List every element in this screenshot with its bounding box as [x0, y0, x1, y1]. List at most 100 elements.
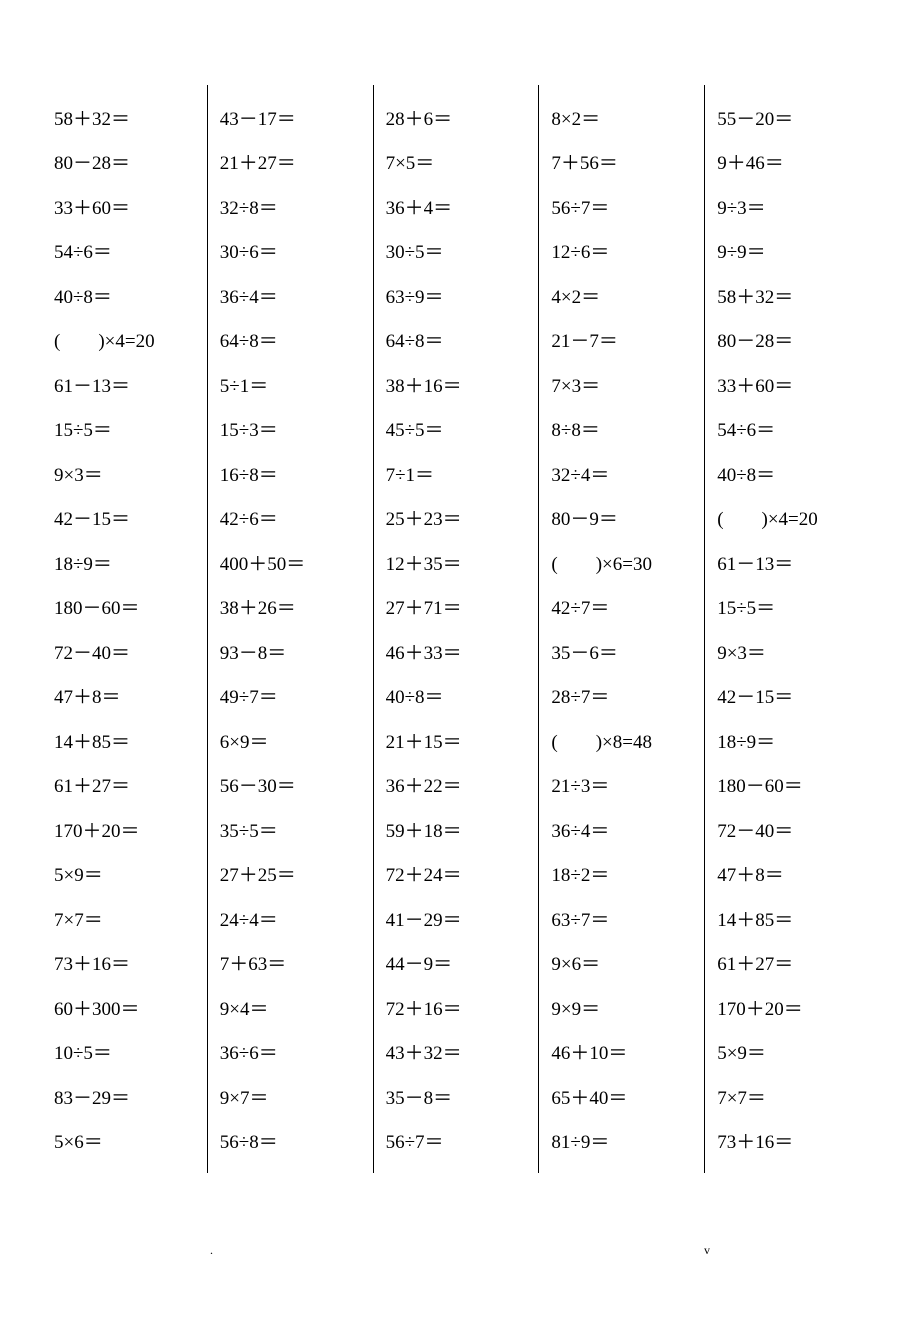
- math-problem: 9×7＝: [220, 1074, 373, 1119]
- math-problem: 56÷7＝: [386, 1119, 539, 1164]
- math-problem: 46＋10＝: [551, 1030, 704, 1075]
- math-problem: 5×9＝: [717, 1030, 870, 1075]
- math-problem: 56÷8＝: [220, 1119, 373, 1164]
- math-problem: 27＋71＝: [386, 585, 539, 630]
- math-problem: 61－13＝: [54, 362, 207, 407]
- math-problem: 35－6＝: [551, 629, 704, 674]
- math-problem: 38＋26＝: [220, 585, 373, 630]
- math-problem: 72－40＝: [54, 629, 207, 674]
- math-problem: 21÷3＝: [551, 763, 704, 808]
- math-problem: ( )×4=20: [717, 496, 870, 541]
- math-problem: 45÷5＝: [386, 407, 539, 452]
- math-problem: 54÷6＝: [54, 229, 207, 274]
- column-5: 55－20＝ 9＋46＝ 9÷3＝ 9÷9＝ 58＋32＝ 80－28＝ 33＋…: [704, 85, 870, 1173]
- math-problem: 35÷5＝: [220, 807, 373, 852]
- math-problem: 7×7＝: [54, 896, 207, 941]
- math-problem: 18÷2＝: [551, 852, 704, 897]
- math-problem: 18÷9＝: [717, 718, 870, 763]
- math-problem: 7×3＝: [551, 362, 704, 407]
- math-problem: 72－40＝: [717, 807, 870, 852]
- math-problem: 9×3＝: [717, 629, 870, 674]
- math-problem: 40÷8＝: [717, 451, 870, 496]
- math-problem: 73＋16＝: [54, 941, 207, 986]
- math-problem: 61＋27＝: [54, 763, 207, 808]
- math-problem: 25＋23＝: [386, 496, 539, 541]
- math-problem: 32÷8＝: [220, 184, 373, 229]
- math-problem: 7＋56＝: [551, 140, 704, 185]
- math-problem: 8×2＝: [551, 95, 704, 140]
- math-problem: 27＋25＝: [220, 852, 373, 897]
- math-problem: 5×9＝: [54, 852, 207, 897]
- math-problem: 83－29＝: [54, 1074, 207, 1119]
- math-problem: 6×9＝: [220, 718, 373, 763]
- math-problem: 9÷3＝: [717, 184, 870, 229]
- math-problem: 41－29＝: [386, 896, 539, 941]
- math-problem: 43＋32＝: [386, 1030, 539, 1075]
- math-problem: 44－9＝: [386, 941, 539, 986]
- math-problem: 170＋20＝: [717, 985, 870, 1030]
- math-problem: 9×4＝: [220, 985, 373, 1030]
- math-problem: 9÷9＝: [717, 229, 870, 274]
- math-problem: 56÷7＝: [551, 184, 704, 229]
- math-problem: 49÷7＝: [220, 674, 373, 719]
- math-problem: 42－15＝: [54, 496, 207, 541]
- math-problem: 36＋22＝: [386, 763, 539, 808]
- footer-left: .: [210, 1243, 213, 1258]
- math-problem: 40÷8＝: [386, 674, 539, 719]
- math-problem: 55－20＝: [717, 95, 870, 140]
- math-problem: 63÷9＝: [386, 273, 539, 318]
- math-problem: 7×7＝: [717, 1074, 870, 1119]
- math-problem: 9×9＝: [551, 985, 704, 1030]
- math-problem: 58＋32＝: [717, 273, 870, 318]
- math-problem: 47＋8＝: [54, 674, 207, 719]
- math-problem: 42÷7＝: [551, 585, 704, 630]
- math-problem: 47＋8＝: [717, 852, 870, 897]
- math-problem: 36＋4＝: [386, 184, 539, 229]
- math-problem: 93－8＝: [220, 629, 373, 674]
- math-problem: 5×6＝: [54, 1119, 207, 1164]
- math-problem: 36÷4＝: [220, 273, 373, 318]
- math-problem: 80－9＝: [551, 496, 704, 541]
- math-problem: 12÷6＝: [551, 229, 704, 274]
- math-problem: 7＋63＝: [220, 941, 373, 986]
- math-problem: 36÷4＝: [551, 807, 704, 852]
- math-problem: 64÷8＝: [386, 318, 539, 363]
- math-problem: 30÷5＝: [386, 229, 539, 274]
- math-problem: 21＋15＝: [386, 718, 539, 763]
- math-problem: 15÷5＝: [54, 407, 207, 452]
- math-problem: 72＋24＝: [386, 852, 539, 897]
- worksheet-grid: 58＋32＝ 80－28＝ 33＋60＝ 54÷6＝ 40÷8＝ ( )×4=2…: [50, 85, 870, 1173]
- page-footer: . v: [50, 1243, 870, 1258]
- column-1: 58＋32＝ 80－28＝ 33＋60＝ 54÷6＝ 40÷8＝ ( )×4=2…: [50, 85, 207, 1173]
- math-problem: 80－28＝: [717, 318, 870, 363]
- math-problem: 15÷5＝: [717, 585, 870, 630]
- math-problem: 42－15＝: [717, 674, 870, 719]
- math-problem: 16÷8＝: [220, 451, 373, 496]
- math-problem: 59＋18＝: [386, 807, 539, 852]
- math-problem: ( )×4=20: [54, 318, 207, 363]
- math-problem: 36÷6＝: [220, 1030, 373, 1075]
- math-problem: 170＋20＝: [54, 807, 207, 852]
- math-problem: 400＋50＝: [220, 540, 373, 585]
- column-4: 8×2＝ 7＋56＝ 56÷7＝ 12÷6＝ 4×2＝ 21－7＝ 7×3＝ 8…: [538, 85, 704, 1173]
- math-problem: 33＋60＝: [717, 362, 870, 407]
- math-problem: 9×6＝: [551, 941, 704, 986]
- math-problem: 65＋40＝: [551, 1074, 704, 1119]
- math-problem: 58＋32＝: [54, 95, 207, 140]
- footer-right: v: [704, 1243, 710, 1258]
- math-problem: 12＋35＝: [386, 540, 539, 585]
- math-problem: 35－8＝: [386, 1074, 539, 1119]
- math-problem: 56－30＝: [220, 763, 373, 808]
- math-problem: 38＋16＝: [386, 362, 539, 407]
- math-problem: 28÷7＝: [551, 674, 704, 719]
- math-problem: 18÷9＝: [54, 540, 207, 585]
- math-problem: 7÷1＝: [386, 451, 539, 496]
- math-problem: 10÷5＝: [54, 1030, 207, 1075]
- math-problem: 30÷6＝: [220, 229, 373, 274]
- column-3: 28＋6＝ 7×5＝ 36＋4＝ 30÷5＝ 63÷9＝ 64÷8＝ 38＋16…: [373, 85, 539, 1173]
- math-problem: 21＋27＝: [220, 140, 373, 185]
- math-problem: 9×3＝: [54, 451, 207, 496]
- math-problem: 4×2＝: [551, 273, 704, 318]
- math-problem: 5÷1＝: [220, 362, 373, 407]
- math-problem: 21－7＝: [551, 318, 704, 363]
